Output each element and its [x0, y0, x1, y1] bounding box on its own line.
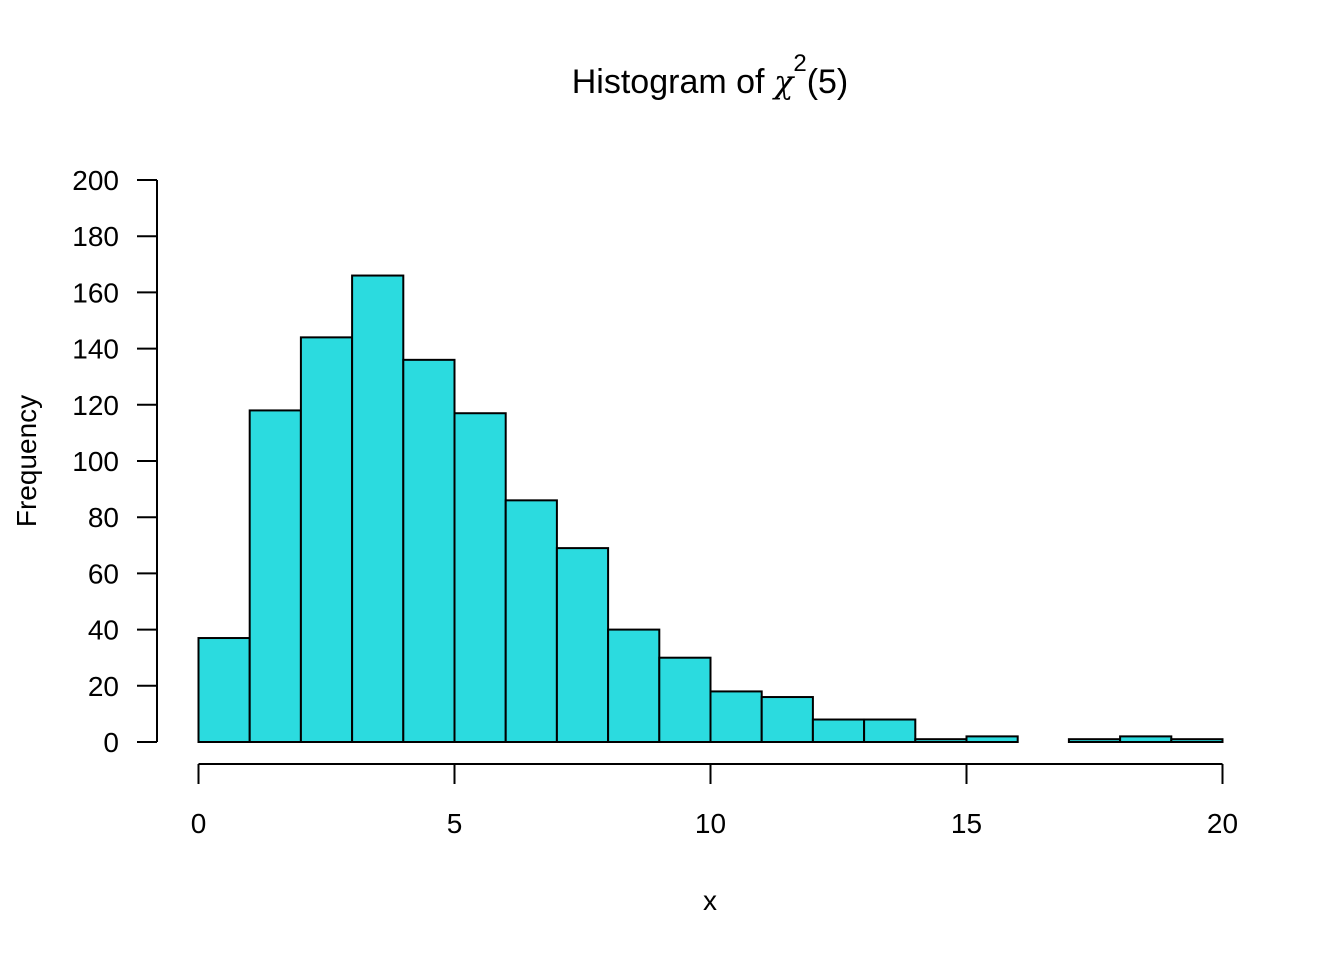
x-tick-label: 0 — [191, 808, 207, 839]
histogram-bar — [299, 336, 354, 743]
histogram-bar — [555, 547, 610, 743]
y-axis: 0 20 40 60 80 100 120 140 160 180 200 — [72, 165, 158, 758]
x-tick-label: 5 — [447, 808, 463, 839]
y-tick-label: 20 — [88, 671, 119, 702]
chart-title: Histogram of χ2(5) — [572, 50, 849, 101]
chart-title-symbol: χ — [772, 63, 795, 101]
histogram-bar — [709, 690, 763, 743]
histogram-bar — [863, 718, 917, 744]
histogram-bar — [1067, 738, 1122, 744]
chart-title-superscript: 2 — [793, 50, 806, 77]
y-tick-label: 100 — [72, 446, 119, 477]
histogram-bar — [197, 637, 251, 744]
histogram-bar — [1119, 735, 1173, 744]
histogram-bar — [453, 412, 507, 743]
histogram-bar — [504, 499, 558, 743]
histogram-bar — [607, 628, 661, 743]
y-tick-label: 60 — [88, 558, 119, 589]
y-tick-label: 120 — [72, 390, 119, 421]
histogram-bar — [914, 738, 968, 744]
histogram-bar — [965, 735, 1019, 744]
histogram-bar — [760, 696, 814, 743]
x-axis-label: x — [703, 885, 717, 916]
x-tick-label: 10 — [695, 808, 726, 839]
x-tick-label: 15 — [951, 808, 982, 839]
y-tick-label: 40 — [88, 615, 119, 646]
y-tick-label: 180 — [72, 221, 119, 252]
x-axis: 0 5 10 15 20 — [191, 763, 1238, 839]
y-tick-label: 200 — [72, 165, 119, 196]
y-tick-label: 0 — [103, 727, 119, 758]
bars-group — [197, 274, 1224, 744]
y-tick-label: 80 — [88, 502, 119, 533]
y-tick-label: 140 — [72, 334, 119, 365]
histogram-bar — [248, 409, 302, 743]
histogram-bar — [402, 358, 456, 743]
y-tick-label: 160 — [72, 277, 119, 308]
x-tick-label: 20 — [1207, 808, 1238, 839]
histogram-bar — [658, 656, 712, 744]
chart-title-prefix: Histogram of — [572, 63, 774, 101]
histogram-bar — [811, 718, 866, 744]
y-axis-label: Frequency — [11, 395, 42, 527]
histogram-bar — [351, 274, 405, 743]
chart-title-suffix: (5) — [807, 63, 849, 101]
histogram-bar — [1170, 738, 1224, 744]
